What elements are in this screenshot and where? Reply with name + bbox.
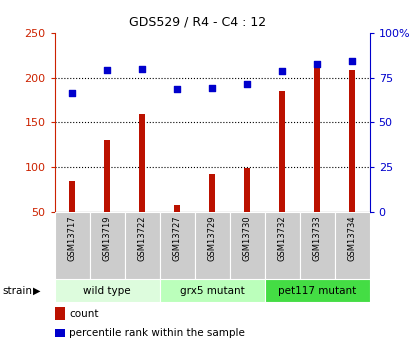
Text: GSM13730: GSM13730 [243, 216, 252, 261]
Bar [160, 279, 265, 302]
Point [139, 66, 145, 71]
Text: GSM13734: GSM13734 [348, 216, 357, 261]
Point [244, 81, 250, 87]
Text: grx5 mutant: grx5 mutant [180, 286, 244, 296]
Text: wild type: wild type [83, 286, 131, 296]
Bar [210, 174, 215, 212]
Text: ▶: ▶ [33, 286, 41, 296]
Bar [230, 212, 265, 279]
Bar [174, 205, 180, 212]
Bar [55, 212, 89, 279]
Point [349, 58, 355, 63]
Bar [89, 212, 125, 279]
Bar [55, 279, 160, 302]
Bar [194, 212, 230, 279]
Bar [279, 91, 285, 212]
Text: GSM13719: GSM13719 [102, 216, 112, 261]
Text: percentile rank within the sample: percentile rank within the sample [69, 328, 245, 338]
Bar [105, 140, 110, 212]
Text: GSM13722: GSM13722 [138, 216, 147, 261]
Point [209, 86, 215, 91]
Text: GSM13727: GSM13727 [173, 216, 181, 261]
Text: pet117 mutant: pet117 mutant [278, 286, 356, 296]
Text: GSM13733: GSM13733 [312, 216, 322, 261]
Bar [265, 212, 299, 279]
Text: strain: strain [2, 286, 32, 296]
Bar [299, 212, 335, 279]
Text: count: count [69, 309, 99, 318]
Bar [244, 168, 250, 212]
Point [279, 69, 286, 74]
Bar [125, 212, 160, 279]
Bar [69, 181, 75, 212]
Bar [315, 67, 320, 212]
Bar [139, 114, 145, 212]
Bar [349, 70, 355, 212]
Point [69, 90, 76, 96]
Text: GSM13717: GSM13717 [68, 216, 76, 261]
Bar [265, 279, 370, 302]
Point [174, 87, 181, 92]
Point [104, 68, 110, 73]
Text: GSM13729: GSM13729 [207, 216, 217, 261]
Text: GDS529 / R4 - C4 : 12: GDS529 / R4 - C4 : 12 [129, 16, 266, 29]
Bar [335, 212, 370, 279]
Bar [160, 212, 194, 279]
Text: GSM13732: GSM13732 [278, 216, 286, 261]
Point [314, 61, 320, 67]
